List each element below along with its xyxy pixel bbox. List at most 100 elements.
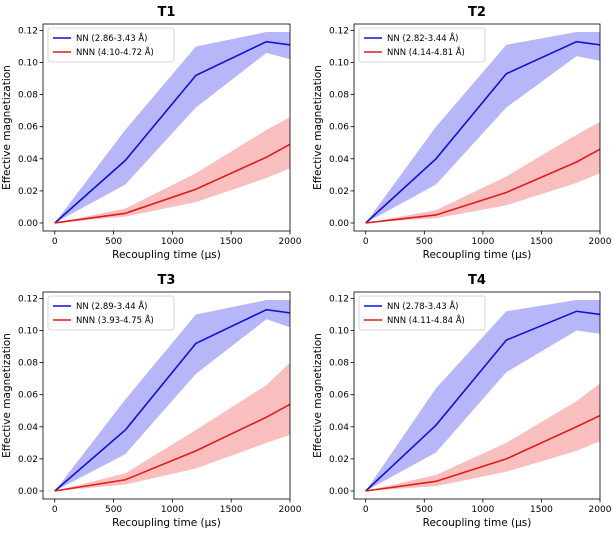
x-tick-label: 1000 [471,237,494,247]
nnn-series-line [365,148,601,224]
x-tick-label: 500 [416,505,433,515]
y-tick-label: 0.08 [329,91,349,101]
legend-box [47,295,175,331]
nnn-confidence-band [54,362,291,491]
nn-series-line [54,308,291,492]
y-tick-label: 0.12 [18,26,38,36]
x-axis-label: Recoupling time (µs) [423,249,532,261]
panel-t1: T1 0 500 1000 1500 2000 0.00 0.02 0.04 0.06 0.08 0.… [1,5,302,261]
x-tick-label: 2000 [589,505,612,515]
y-tick-label: 0.04 [329,155,349,165]
legend-label-nn: NN (2.86-3.43 Å) [76,32,148,44]
x-tick-label: 0 [52,505,58,515]
legend-label-nnn: NNN (4.14-4.81 Å) [387,46,465,58]
x-tick-label: 500 [105,237,122,247]
y-tick-label: 0.12 [329,294,349,304]
y-tick-label: 0.10 [329,327,349,337]
x-tick-label: 0 [52,237,58,247]
y-tick-label: 0.02 [18,187,38,197]
x-tick-label: 1500 [220,505,243,515]
nnn-confidence-band [365,121,600,223]
y-tick-label: 0.08 [329,359,349,369]
y-axis-label: Effective magnetization [1,65,13,190]
x-tick-label: 1500 [530,237,553,247]
y-axis-label: Effective magnetization [1,333,13,458]
plot-frame [353,291,601,500]
y-tick-label: 0.10 [18,327,38,337]
panel-title: T2 [468,5,486,20]
y-axis-label: Effective magnetization [312,333,324,458]
nn-confidence-band [365,32,600,223]
nn-confidence-band [54,300,291,491]
legend-label-nn: NN (2.82-3.44 Å) [387,32,459,44]
legend-box [358,27,486,63]
nn-confidence-band [54,32,291,223]
x-axis-label: Recoupling time (µs) [112,517,221,529]
y-tick-label: 0.06 [18,391,38,401]
y-tick-label: 0.12 [18,294,38,304]
y-tick-label: 0.06 [329,123,349,133]
panel-title: T3 [158,273,176,288]
x-tick-label: 1000 [161,237,184,247]
y-tick-label: 0.04 [329,423,349,433]
x-tick-label: 1000 [471,505,494,515]
y-tick-label: 0.10 [329,59,349,69]
legend-label-nnn: NNN (4.10-4.72 Å) [76,46,154,58]
y-tick-label: 0.02 [329,455,349,465]
y-tick-label: 0.04 [18,423,38,433]
x-axis-label: Recoupling time (µs) [423,517,532,529]
y-tick-label: 0.06 [18,123,38,133]
x-tick-label: 2000 [279,237,302,247]
x-tick-label: 0 [363,237,369,247]
y-tick-label: 0.00 [329,219,349,229]
legend: NN (2.89-3.44 Å) NNN (3.93-4.75 Å) [47,295,175,331]
panel-title: T4 [468,273,486,288]
legend-box [358,295,486,331]
nnn-series-line [54,403,291,492]
legend: NN (2.82-3.44 Å) NNN (4.14-4.81 Å) [358,27,486,63]
y-tick-label: 0.02 [18,455,38,465]
x-tick-label: 500 [416,237,433,247]
y-tick-label: 0.00 [18,219,38,229]
legend-label-nn: NN (2.89-3.44 Å) [76,300,148,312]
y-tick-label: 0.04 [18,155,38,165]
legend-box [47,27,175,63]
legend: NN (2.86-3.43 Å) NNN (4.10-4.72 Å) [47,27,175,63]
x-axis-label: Recoupling time (µs) [112,249,221,261]
panel-t4: T4 0 500 1000 1500 2000 0.00 0.02 0.04 0.06 0.08 0.… [312,273,612,529]
nn-confidence-band [365,300,600,491]
legend: NN (2.78-3.43 Å) NNN (4.11-4.84 Å) [358,295,486,331]
y-tick-label: 0.00 [329,487,349,497]
y-tick-label: 0.12 [329,26,349,36]
nn-series-line [365,40,601,224]
x-tick-label: 2000 [589,237,612,247]
y-tick-label: 0.02 [329,187,349,197]
y-tick-label: 0.10 [18,59,38,69]
nnn-series-line [54,143,291,224]
y-axis-label: Effective magnetization [312,65,324,190]
legend-label-nnn: NNN (3.93-4.75 Å) [76,314,154,326]
y-tick-label: 0.08 [18,359,38,369]
y-tick-label: 0.00 [18,487,38,497]
nnn-confidence-band [54,117,291,223]
nn-series-line [54,40,291,224]
legend-label-nnn: NNN (4.11-4.84 Å) [387,314,465,326]
plot-frame [42,23,291,232]
y-tick-label: 0.08 [18,91,38,101]
panel-t2: T2 0 500 1000 1500 2000 0.00 0.02 0.04 0.06 0.08 0.… [312,5,612,261]
panel-t3: T3 0 500 1000 1500 2000 0.00 0.02 0.04 0.06 0.08 0.… [1,273,302,529]
x-tick-label: 0 [363,505,369,515]
y-tick-label: 0.06 [329,391,349,401]
legend-label-nn: NN (2.78-3.43 Å) [387,300,459,312]
x-tick-label: 2000 [279,505,302,515]
panel-title: T1 [158,5,176,20]
nnn-series-line [365,414,601,492]
nnn-confidence-band [365,383,600,491]
nn-series-line [365,310,601,492]
x-tick-label: 1500 [220,237,243,247]
x-tick-label: 1500 [530,505,553,515]
x-tick-label: 1000 [161,505,184,515]
x-tick-label: 500 [105,505,122,515]
plot-frame [42,291,291,500]
